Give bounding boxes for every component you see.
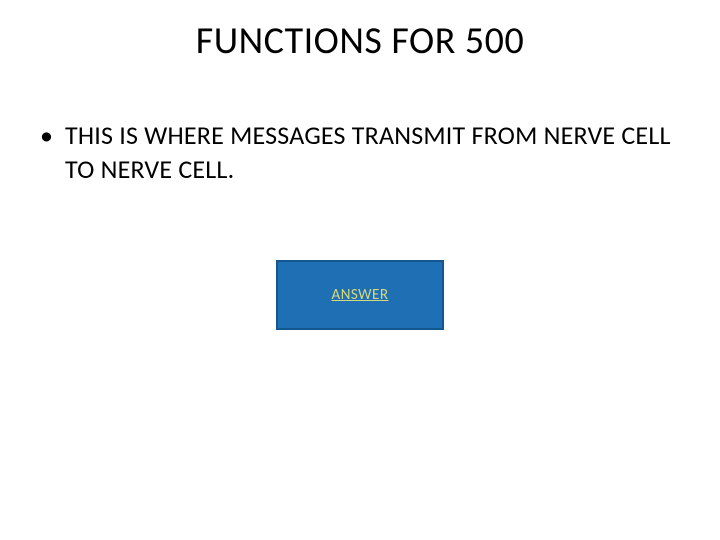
body-area: • THIS IS WHERE MESSAGES TRANSMIT FROM N… <box>36 118 684 186</box>
bullet-item: • THIS IS WHERE MESSAGES TRANSMIT FROM N… <box>36 118 684 186</box>
answer-link-label: ANSWER <box>332 286 389 304</box>
bullet-text: THIS IS WHERE MESSAGES TRANSMIT FROM NER… <box>65 118 684 186</box>
slide: FUNCTIONS FOR 500 • THIS IS WHERE MESSAG… <box>0 0 720 540</box>
answer-button[interactable]: ANSWER <box>276 260 444 330</box>
slide-title: FUNCTIONS FOR 500 <box>0 18 720 64</box>
bullet-marker: • <box>36 118 53 152</box>
